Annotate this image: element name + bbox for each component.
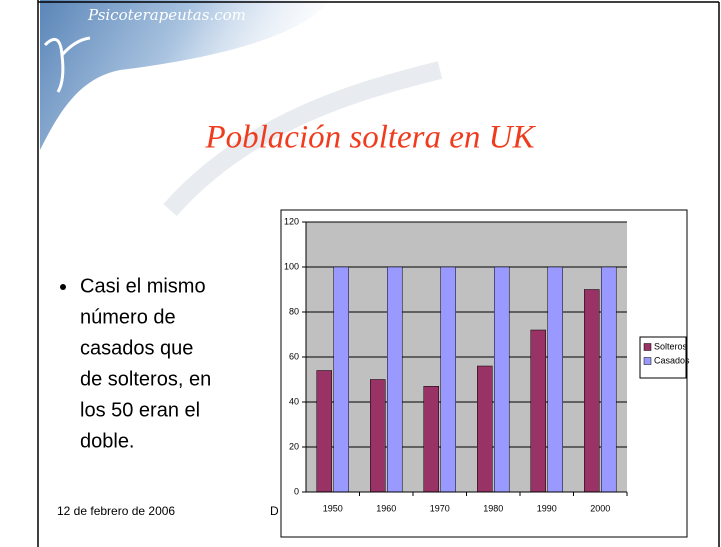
bar [423, 386, 439, 493]
bullet-line: casados que [80, 337, 193, 359]
slide-title: Población soltera en UK [204, 120, 536, 156]
x-tick-label: 1970 [430, 503, 450, 513]
bar [316, 370, 332, 493]
legend-swatch [643, 357, 652, 365]
x-tick-label: 1990 [537, 503, 557, 513]
logo-swoosh [40, 0, 330, 150]
bar [440, 266, 456, 493]
legend-label: Solteros [654, 341, 688, 351]
bullet-line: doble. [80, 430, 135, 452]
bullet-line: los 50 eran el [80, 399, 200, 421]
y-tick-label: 80 [289, 306, 299, 316]
decor-swoosh [163, 61, 443, 216]
bar [477, 365, 493, 493]
bar [601, 266, 617, 493]
footer-text: D [270, 504, 279, 518]
y-tick-label: 60 [289, 351, 299, 361]
bullet [60, 284, 66, 290]
x-tick-label: 2000 [590, 503, 610, 513]
bar [333, 266, 349, 493]
bullet-line: Casi el mismo [80, 275, 206, 297]
bar [547, 266, 563, 493]
x-tick-label: 1980 [483, 503, 503, 513]
y-tick-label: 40 [289, 396, 299, 406]
y-tick-label: 20 [289, 441, 299, 451]
bar [584, 289, 600, 493]
bullet-line: número de [80, 306, 176, 328]
logo-icon [43, 36, 91, 93]
legend-label: Casados [654, 355, 690, 365]
y-tick-label: 100 [284, 261, 299, 271]
y-tick-label: 120 [284, 216, 299, 226]
bullet-text: Casi el mismo número de casados que de solt… [80, 275, 211, 452]
logo-text: Psicoterapeutas.com [87, 6, 246, 24]
bar [494, 266, 510, 493]
bar [387, 266, 403, 493]
bar [370, 379, 386, 493]
y-tick-label: 0 [294, 486, 299, 496]
bullet-line: de solteros, en [80, 368, 211, 390]
legend-swatch [643, 343, 652, 351]
x-tick-label: 1950 [323, 503, 343, 513]
footer-date: 12 de febrero de 2006 [57, 504, 175, 518]
bar [530, 329, 547, 493]
x-tick-label: 1960 [376, 503, 396, 513]
